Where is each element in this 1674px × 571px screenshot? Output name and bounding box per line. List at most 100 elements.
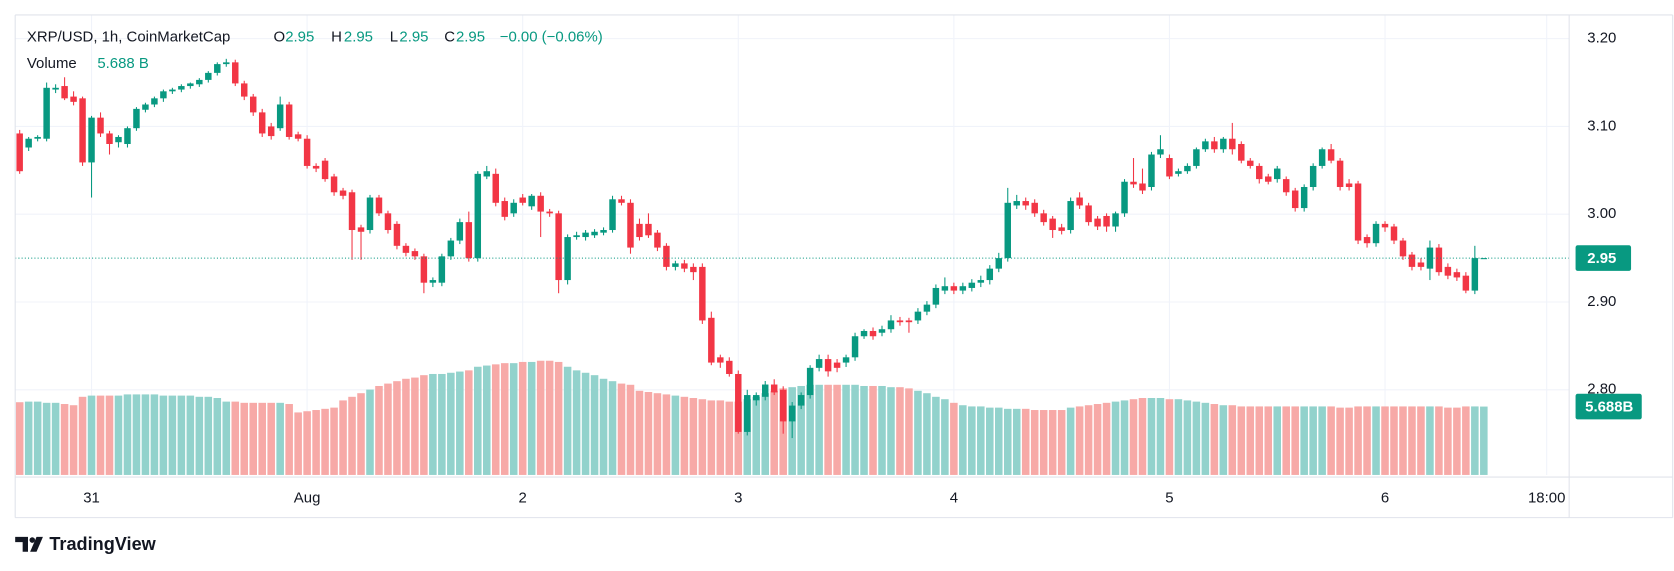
candle-body: [1175, 171, 1182, 174]
candle-body: [169, 89, 176, 92]
volume-bar: [42, 402, 51, 475]
candle-body: [1148, 154, 1155, 188]
volume-bar: [24, 401, 33, 475]
candle-body: [770, 384, 778, 393]
volume-bar: [994, 407, 1003, 475]
volume-pane: [15, 360, 1488, 475]
volume-bar: [968, 406, 976, 475]
candle-body: [537, 195, 544, 212]
volume-bar: [465, 370, 473, 475]
candle-body: [1381, 223, 1389, 228]
volume-bar: [258, 402, 266, 475]
volume-badge: [1575, 393, 1642, 420]
volume-bar: [1300, 406, 1308, 475]
volume-bar: [1453, 407, 1461, 475]
candle-body: [330, 176, 338, 193]
candle-body: [806, 367, 814, 396]
volume-bar: [105, 395, 114, 475]
volume-bar: [1273, 406, 1282, 475]
candle-body: [1408, 254, 1416, 267]
volume-bar: [815, 384, 823, 475]
volume-bar: [1003, 408, 1012, 475]
volume-bar: [1381, 406, 1389, 475]
candle-body: [1094, 218, 1101, 227]
volume-bar: [456, 371, 464, 475]
candle-body: [1300, 187, 1308, 209]
candle-body: [1273, 168, 1281, 180]
y-tick-label: 2.90: [1587, 293, 1616, 310]
candle-body: [1229, 138, 1236, 150]
candle-body: [348, 192, 356, 231]
volume-bar: [60, 404, 69, 475]
volume-bar: [842, 384, 850, 475]
volume-bar: [1345, 407, 1353, 475]
candle-body: [420, 256, 428, 283]
volume-bar: [761, 393, 769, 475]
candle-body: [106, 133, 113, 144]
volume-bar: [617, 383, 626, 475]
candle-body: [654, 232, 661, 248]
candle-body: [285, 104, 293, 137]
candle-body: [815, 359, 823, 368]
volume-bar: [878, 385, 886, 475]
candle-body: [1004, 202, 1011, 259]
volume-bar: [123, 394, 132, 475]
candle-body: [1166, 158, 1173, 177]
candle-body: [1040, 213, 1047, 223]
candle-body: [205, 72, 212, 80]
volume-bar: [1318, 406, 1326, 475]
volume-bar: [312, 410, 320, 475]
candle-body: [1202, 141, 1209, 150]
volume-bar: [1066, 407, 1075, 475]
volume-bar: [1048, 410, 1057, 475]
candle-body: [52, 87, 59, 90]
volume-bar: [402, 378, 410, 475]
candle-body: [438, 256, 446, 283]
volume-bar: [1174, 399, 1183, 475]
volume-bar: [1093, 404, 1102, 475]
candle-body: [717, 357, 724, 363]
candle-body: [627, 202, 634, 248]
volume-bar: [141, 394, 150, 475]
candle-body: [582, 232, 589, 238]
volume-bar: [482, 365, 491, 475]
volume-bar: [1021, 408, 1030, 475]
candle-body: [97, 117, 104, 134]
candle-body: [681, 263, 688, 269]
candle-body: [708, 317, 715, 363]
candle-body: [1112, 213, 1119, 227]
volume-bar: [114, 395, 123, 475]
volume-bar: [554, 361, 563, 475]
volume-badge-label: 5.688B: [1585, 399, 1633, 416]
volume-bar: [644, 391, 653, 475]
volume-bar: [195, 396, 204, 475]
candle-body: [70, 96, 77, 102]
y-tick-label: 3.00: [1587, 205, 1616, 222]
close-label: C: [444, 28, 455, 45]
volume-bar: [1462, 406, 1470, 475]
candle-body: [609, 199, 616, 231]
candle-body: [1363, 237, 1371, 244]
volume-bar: [671, 395, 680, 475]
candle-body: [232, 62, 239, 84]
x-tick-label: 5: [1165, 489, 1173, 506]
candle-body: [672, 263, 679, 267]
volume-bar: [1228, 405, 1237, 475]
candle-body: [932, 287, 940, 305]
candle-body: [249, 96, 257, 113]
candle-body: [1265, 176, 1272, 182]
candle-body: [456, 222, 464, 241]
volume-bar: [698, 399, 707, 475]
candle-body: [1130, 181, 1137, 185]
volume-bar: [914, 390, 922, 475]
candle-body: [1220, 138, 1227, 150]
candle-body: [788, 405, 796, 422]
candle-body: [1211, 141, 1218, 150]
volume-bar: [509, 363, 518, 475]
candle-body: [1022, 201, 1029, 206]
x-tick-label: 6: [1381, 489, 1389, 506]
candle-body: [842, 357, 850, 363]
candle-body: [187, 83, 194, 87]
volume-bar: [545, 360, 554, 475]
